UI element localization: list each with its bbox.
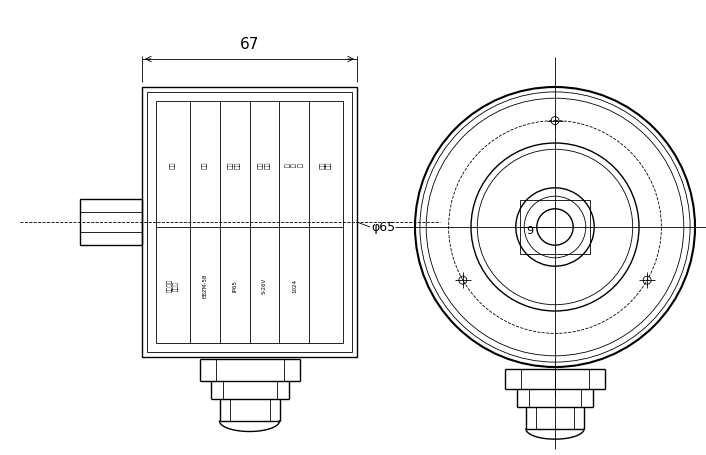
Text: 名称: 名称 (170, 161, 176, 168)
Text: 电源
电压: 电源 电压 (258, 161, 270, 168)
Text: 防护
等级: 防护 等级 (229, 161, 241, 168)
Text: φ65: φ65 (371, 221, 395, 234)
Text: 67: 67 (240, 37, 259, 52)
Text: EBZM-58: EBZM-58 (202, 273, 207, 298)
Text: 出厂
编号: 出厂 编号 (320, 161, 333, 168)
Text: 分
辨
率: 分 辨 率 (285, 163, 304, 167)
Text: 9: 9 (527, 226, 534, 236)
Text: IP65: IP65 (232, 279, 237, 291)
Text: 防爆旋转
编码器: 防爆旋转 编码器 (167, 279, 179, 292)
Text: 1024: 1024 (292, 278, 297, 292)
Text: 型号: 型号 (202, 161, 208, 168)
Text: 5-26V: 5-26V (262, 277, 267, 293)
